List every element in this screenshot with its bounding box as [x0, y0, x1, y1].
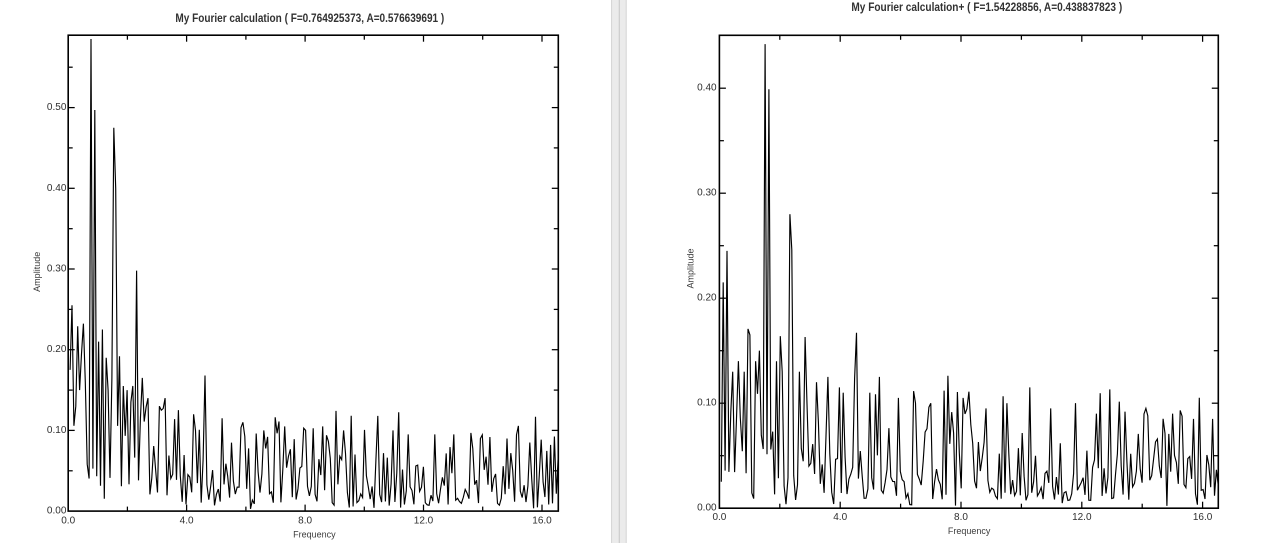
svg-text:12.0: 12.0 — [1072, 512, 1092, 523]
svg-text:16.0: 16.0 — [1193, 512, 1213, 523]
svg-text:8.0: 8.0 — [954, 512, 968, 523]
svg-text:0.0: 0.0 — [712, 512, 726, 523]
svg-text:Frequency: Frequency — [293, 529, 336, 539]
svg-text:0.00: 0.00 — [697, 503, 717, 514]
svg-text:My Fourier calculation+ ( F=1.: My Fourier calculation+ ( F=1.54228856, … — [851, 0, 1122, 14]
svg-text:0.20: 0.20 — [47, 344, 67, 355]
svg-text:16.0: 16.0 — [532, 516, 552, 527]
svg-text:Amplitude: Amplitude — [32, 252, 42, 292]
svg-text:Frequency: Frequency — [948, 526, 991, 536]
svg-text:0.30: 0.30 — [47, 264, 67, 275]
svg-text:Amplitude: Amplitude — [686, 248, 696, 288]
svg-text:0.40: 0.40 — [697, 83, 717, 94]
svg-text:4.0: 4.0 — [833, 512, 847, 523]
svg-text:0.00: 0.00 — [47, 506, 67, 517]
svg-text:0.10: 0.10 — [47, 425, 67, 436]
svg-text:0.40: 0.40 — [47, 183, 67, 194]
svg-text:0.20: 0.20 — [697, 293, 717, 304]
svg-text:0.30: 0.30 — [697, 188, 717, 199]
svg-text:0.0: 0.0 — [61, 516, 75, 527]
svg-text:My Fourier calculation ( F=0.7: My Fourier calculation ( F=0.764925373, … — [175, 11, 444, 25]
svg-text:0.50: 0.50 — [47, 102, 67, 113]
svg-text:4.0: 4.0 — [180, 516, 194, 527]
svg-text:8.0: 8.0 — [298, 516, 312, 527]
svg-text:0.10: 0.10 — [697, 398, 717, 409]
svg-text:12.0: 12.0 — [414, 516, 434, 527]
